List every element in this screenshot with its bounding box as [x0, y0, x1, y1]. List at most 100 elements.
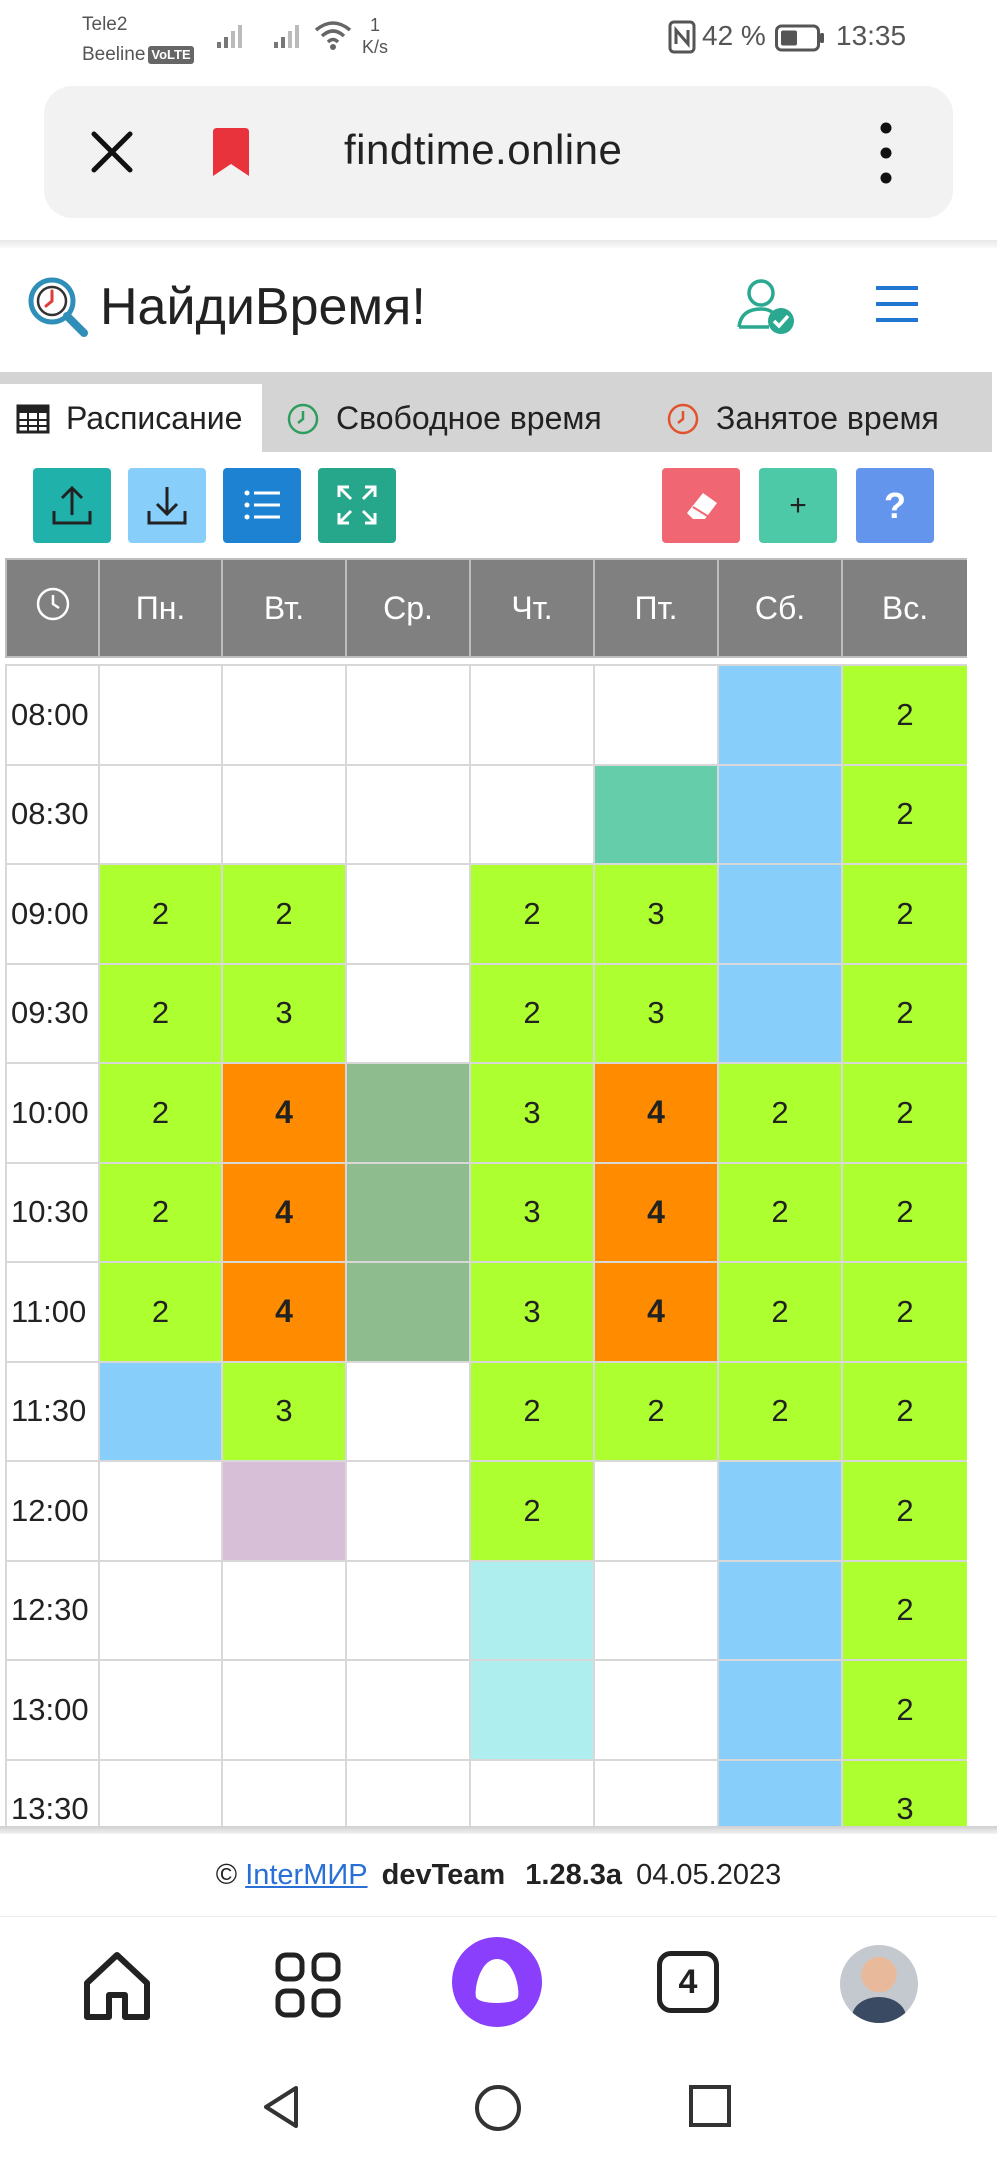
- schedule-cell[interactable]: [717, 1758, 843, 1826]
- schedule-cell[interactable]: [469, 1559, 595, 1661]
- schedule-cell[interactable]: 2: [98, 962, 223, 1064]
- schedule-cell[interactable]: 2: [469, 962, 595, 1064]
- schedule-cell[interactable]: [717, 962, 843, 1064]
- schedule-cell[interactable]: [717, 1559, 843, 1661]
- company-link[interactable]: InterМИР: [245, 1859, 368, 1891]
- schedule-cell[interactable]: [593, 1559, 719, 1661]
- schedule-cell[interactable]: 2: [469, 1460, 595, 1562]
- schedule-cell[interactable]: 2: [98, 863, 223, 965]
- schedule-cell[interactable]: 2: [98, 1062, 223, 1164]
- schedule-cell[interactable]: [345, 763, 471, 865]
- home-icon[interactable]: [77, 1945, 157, 2025]
- back-icon[interactable]: [258, 2082, 308, 2132]
- schedule-cell[interactable]: [98, 1360, 223, 1462]
- fullscreen-button[interactable]: [318, 468, 396, 543]
- schedule-cell[interactable]: [98, 763, 223, 865]
- recents-icon[interactable]: [686, 2082, 734, 2130]
- schedule-cell[interactable]: 3: [593, 962, 719, 1064]
- schedule-cell[interactable]: [221, 1659, 347, 1761]
- schedule-cell[interactable]: 2: [841, 962, 967, 1064]
- schedule-cell[interactable]: 2: [841, 863, 967, 965]
- schedule-cell[interactable]: 2: [221, 863, 347, 965]
- schedule-cell[interactable]: [345, 1161, 471, 1263]
- schedule-cell[interactable]: 3: [469, 1161, 595, 1263]
- schedule-cell[interactable]: 2: [717, 1062, 843, 1164]
- schedule-cell[interactable]: 2: [841, 1559, 967, 1661]
- schedule-cell[interactable]: 2: [841, 1161, 967, 1263]
- schedule-cell[interactable]: 4: [221, 1261, 347, 1363]
- alice-assistant-button[interactable]: [452, 1937, 542, 2027]
- schedule-cell[interactable]: 2: [98, 1261, 223, 1363]
- schedule-cell[interactable]: [717, 763, 843, 865]
- schedule-cell[interactable]: 2: [717, 1261, 843, 1363]
- schedule-cell[interactable]: [345, 1062, 471, 1164]
- schedule-cell[interactable]: 3: [469, 1062, 595, 1164]
- schedule-cell[interactable]: [717, 1659, 843, 1761]
- schedule-cell[interactable]: [345, 1758, 471, 1826]
- schedule-cell[interactable]: [221, 763, 347, 865]
- schedule-cell[interactable]: 2: [841, 664, 967, 766]
- schedule-cell[interactable]: [717, 664, 843, 766]
- more-vertical-icon[interactable]: [874, 120, 898, 186]
- schedule-cell[interactable]: [469, 1758, 595, 1826]
- schedule-cell[interactable]: [593, 763, 719, 865]
- schedule-cell[interactable]: 2: [98, 1161, 223, 1263]
- tabs-count-button[interactable]: 4: [657, 1951, 719, 2013]
- eraser-button[interactable]: [662, 468, 740, 543]
- user-check-icon[interactable]: [735, 275, 797, 337]
- schedule-cell[interactable]: 4: [593, 1062, 719, 1164]
- schedule-cell[interactable]: [345, 664, 471, 766]
- schedule-cell[interactable]: 4: [593, 1261, 719, 1363]
- schedule-cell[interactable]: [221, 1559, 347, 1661]
- schedule-cell[interactable]: 3: [593, 863, 719, 965]
- add-button[interactable]: +: [759, 468, 837, 543]
- schedule-cell[interactable]: 2: [469, 863, 595, 965]
- app-title[interactable]: НайдиВремя!: [100, 278, 426, 336]
- tab-free-time[interactable]: Свободное время: [266, 384, 636, 452]
- schedule-cell[interactable]: [98, 1559, 223, 1661]
- clock-search-logo-icon[interactable]: [26, 275, 90, 339]
- close-icon[interactable]: [86, 126, 138, 178]
- url-text[interactable]: findtime.online: [344, 126, 623, 173]
- schedule-cell[interactable]: [98, 1758, 223, 1826]
- schedule-cell[interactable]: [717, 1460, 843, 1562]
- download-button[interactable]: [128, 468, 206, 543]
- schedule-cell[interactable]: 2: [717, 1360, 843, 1462]
- schedule-cell[interactable]: 3: [221, 962, 347, 1064]
- schedule-cell[interactable]: [98, 1460, 223, 1562]
- tab-busy-time[interactable]: Занятое время: [646, 384, 986, 452]
- schedule-cell[interactable]: [345, 1261, 471, 1363]
- schedule-cell[interactable]: 3: [221, 1360, 347, 1462]
- schedule-cell[interactable]: 4: [221, 1161, 347, 1263]
- home-circle-icon[interactable]: [472, 2082, 524, 2134]
- upload-button[interactable]: [33, 468, 111, 543]
- tab-schedule[interactable]: Расписание: [0, 384, 262, 452]
- schedule-cell[interactable]: 2: [841, 1659, 967, 1761]
- schedule-cell[interactable]: [469, 664, 595, 766]
- schedule-cell[interactable]: 4: [593, 1161, 719, 1263]
- schedule-cell[interactable]: [345, 1360, 471, 1462]
- schedule-cell[interactable]: [345, 1559, 471, 1661]
- schedule-cell[interactable]: [98, 664, 223, 766]
- schedule-cell[interactable]: [221, 664, 347, 766]
- schedule-cell[interactable]: [98, 1659, 223, 1761]
- help-button[interactable]: ?: [856, 468, 934, 543]
- schedule-cell[interactable]: 2: [469, 1360, 595, 1462]
- schedule-cell[interactable]: [469, 763, 595, 865]
- schedule-cell[interactable]: 2: [593, 1360, 719, 1462]
- schedule-cell[interactable]: 2: [841, 763, 967, 865]
- menu-icon[interactable]: [874, 283, 920, 325]
- schedule-cell[interactable]: [345, 1460, 471, 1562]
- avatar[interactable]: [840, 1945, 918, 2023]
- schedule-cell[interactable]: 4: [221, 1062, 347, 1164]
- schedule-cell[interactable]: 2: [841, 1460, 967, 1562]
- schedule-cell[interactable]: 2: [841, 1360, 967, 1462]
- bookmark-icon[interactable]: [209, 126, 253, 178]
- apps-grid-icon[interactable]: [268, 1945, 348, 2025]
- schedule-cell[interactable]: 2: [841, 1062, 967, 1164]
- schedule-cell[interactable]: [345, 962, 471, 1064]
- schedule-cell[interactable]: [717, 863, 843, 965]
- schedule-cell[interactable]: 2: [717, 1161, 843, 1263]
- schedule-cell[interactable]: [221, 1758, 347, 1826]
- list-view-button[interactable]: [223, 468, 301, 543]
